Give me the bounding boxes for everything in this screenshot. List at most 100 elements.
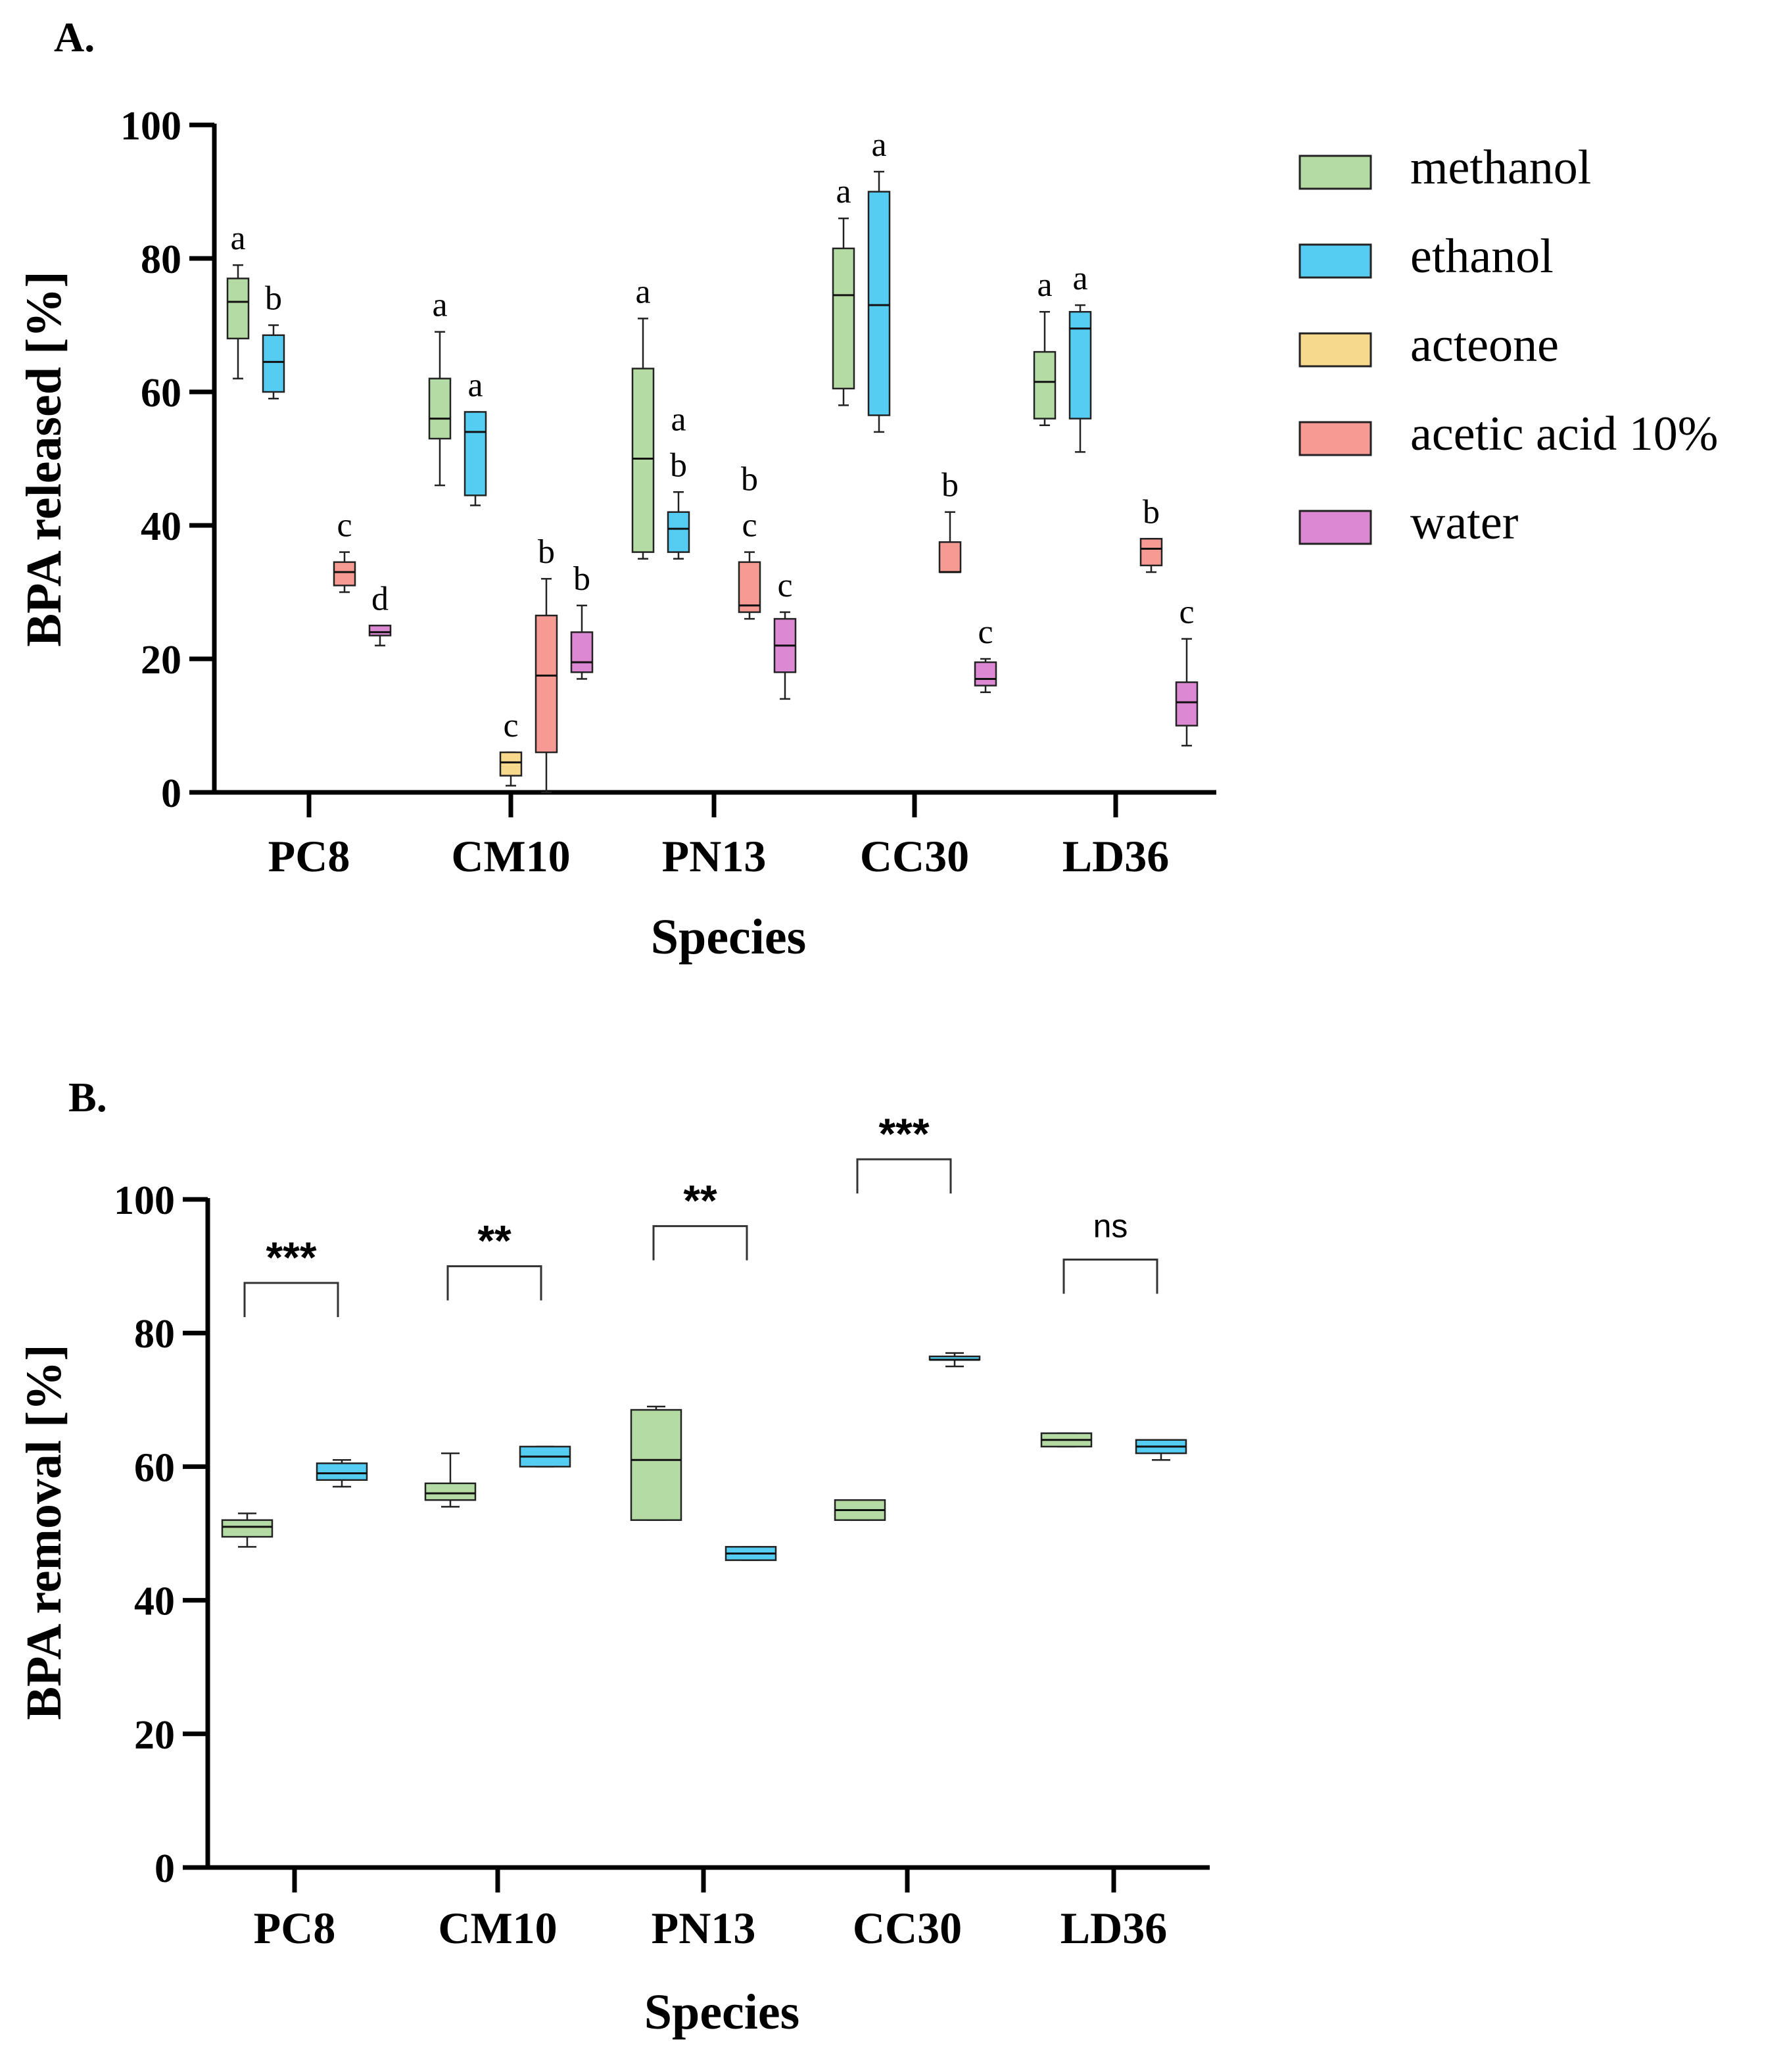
significance-letter-ethanol-cm10: a: [467, 366, 483, 404]
legend-label-acteone: acteone: [1410, 318, 1559, 372]
significance-letter-methanol-pn13: a: [635, 273, 650, 310]
y-tick-label: 60: [134, 1445, 175, 1490]
box-acetic-acid-10-ld36: [1139, 538, 1163, 567]
y-tick-label: 0: [161, 771, 181, 816]
box-ethanol-pc8: [262, 334, 285, 393]
significance-label-cc30: ***: [878, 1109, 929, 1158]
box-methanol-ld36: [1033, 350, 1057, 420]
y-tick-label: 80: [141, 237, 181, 282]
legend-label-ethanol: ethanol: [1410, 229, 1554, 283]
x-tick-label: LD36: [1060, 1903, 1167, 1953]
y-tick-label: 40: [134, 1579, 175, 1624]
legend-label-water: water: [1410, 496, 1518, 550]
chart-a: 0 20 40 60 80 100 PC8 CM10 PN13 CC30 LD36 Species BP…: [16, 104, 1216, 965]
significance-letter-acetic-acid-10-cm10: b: [538, 533, 555, 571]
significance-letter-ethanol-pc8: b: [265, 280, 282, 318]
box-methanol-cm10: [424, 1482, 477, 1501]
y-axis-title: BPA released [%]: [16, 271, 72, 646]
panel-b-label: B.: [68, 1074, 107, 1120]
x-axis-title: Species: [651, 909, 806, 965]
y-tick-label: 0: [155, 1846, 175, 1891]
significance-letter-ethanol-pn13: a: [671, 400, 686, 438]
significance-letter-acetic-acid-10-ld36: b: [1143, 493, 1160, 531]
legend-label-acetic-acid-10: acetic acid 10%: [1410, 407, 1718, 461]
significance-letter-methanol-ld36: a: [1037, 266, 1052, 304]
significance-letter-ethanol-ld36: a: [1072, 260, 1087, 297]
box-water-pc8: [368, 625, 392, 637]
box-acetic-acid-10-pc8: [333, 561, 356, 587]
x-tick-label: CM10: [438, 1903, 557, 1953]
x-tick-label: LD36: [1062, 831, 1169, 881]
significance-letter-methanol-pc8: a: [230, 220, 245, 257]
legend-swatch-acetic-acid-10: [1298, 421, 1372, 456]
y-axis-title: BPA removal [%]: [16, 1344, 72, 1720]
box-ethanol-pn13: [667, 511, 690, 553]
box-ethanol-pc8: [316, 1462, 368, 1481]
significance-bracket-pn13: [652, 1225, 748, 1261]
y-tick-label: 60: [141, 371, 181, 416]
box-acetic-acid-10-pn13: [738, 561, 761, 614]
box-methanol-cm10: [428, 377, 452, 440]
y-tick-label: 100: [120, 104, 181, 149]
significance-letter-water-cc30: c: [978, 614, 993, 651]
legend: methanol ethanol acteone acetic acid 10% wat…: [1298, 141, 1718, 550]
box-methanol-pc8: [226, 277, 250, 340]
legend-swatch-ethanol: [1298, 243, 1372, 279]
significance-bracket-pc8: [243, 1282, 339, 1317]
box-methanol-pn13: [630, 1409, 682, 1521]
legend-swatch-acteone: [1298, 332, 1372, 368]
significance-letter-water-pc8: d: [371, 580, 389, 617]
significance-label-pc8: ***: [266, 1233, 316, 1282]
box-methanol-pc8: [221, 1519, 274, 1538]
significance-letter-ethanol-pn13: b: [670, 446, 687, 484]
box-ethanol-ld36: [1068, 310, 1092, 420]
significance-bracket-cm10: [446, 1265, 542, 1301]
y-tick-label: 100: [114, 1178, 175, 1223]
box-methanol-pn13: [631, 368, 655, 553]
significance-letter-acteone-cm10: c: [503, 707, 518, 744]
y-tick-label: 20: [134, 1713, 175, 1758]
significance-letter-acetic-acid-10-pn13: c: [742, 507, 757, 544]
y-tick-label: 80: [134, 1312, 175, 1357]
x-axis-title: Species: [644, 1985, 799, 2040]
box-acetic-acid-10-cm10: [535, 614, 558, 754]
legend-label-methanol: methanol: [1410, 141, 1591, 195]
legend-swatch-methanol: [1298, 155, 1372, 190]
significance-letter-water-cm10: b: [573, 560, 590, 598]
significance-letter-acetic-acid-10-pn13: b: [741, 461, 758, 498]
chart-b: 0 20 40 60 80 100 PC8 CM10 PN13 CC30 LD36 Species BP…: [16, 1109, 1210, 2040]
box-water-cc30: [974, 661, 997, 687]
significance-letter-methanol-cc30: a: [836, 173, 851, 210]
significance-letter-water-ld36: c: [1179, 594, 1194, 631]
x-tick-label: PN13: [662, 831, 767, 881]
significance-letter-acetic-acid-10-pc8: c: [337, 507, 352, 544]
significance-letter-methanol-cm10: a: [432, 287, 447, 324]
box-acteone-cm10: [499, 751, 523, 777]
box-methanol-cc30: [832, 247, 855, 390]
x-tick-label: PC8: [268, 831, 350, 881]
box-ethanol-cm10: [464, 411, 487, 496]
x-tick-label: CC30: [853, 1903, 962, 1953]
box-water-ld36: [1175, 681, 1199, 727]
significance-label-pn13: **: [683, 1176, 717, 1225]
y-tick-label: 20: [141, 638, 181, 683]
x-tick-label: PN13: [652, 1903, 756, 1953]
x-tick-label: PC8: [254, 1903, 336, 1953]
significance-label-ld36: ns: [1093, 1207, 1128, 1244]
x-tick-label: CM10: [451, 831, 570, 881]
panel-a-label: A.: [54, 14, 95, 60]
significance-bracket-ld36: [1062, 1258, 1158, 1294]
legend-swatch-water: [1298, 510, 1372, 545]
significance-letter-water-pn13: c: [777, 567, 792, 604]
significance-bracket-cc30: [856, 1158, 952, 1194]
significance-letter-ethanol-cc30: a: [871, 126, 886, 164]
significance-label-cm10: **: [477, 1217, 512, 1265]
box-ethanol-cc30: [867, 191, 891, 416]
box-acetic-acid-10-cc30: [938, 541, 962, 573]
x-tick-label: CC30: [860, 831, 969, 881]
y-tick-label: 40: [141, 504, 181, 549]
box-water-cm10: [570, 631, 594, 673]
significance-letter-acetic-acid-10-cc30: b: [941, 467, 959, 504]
